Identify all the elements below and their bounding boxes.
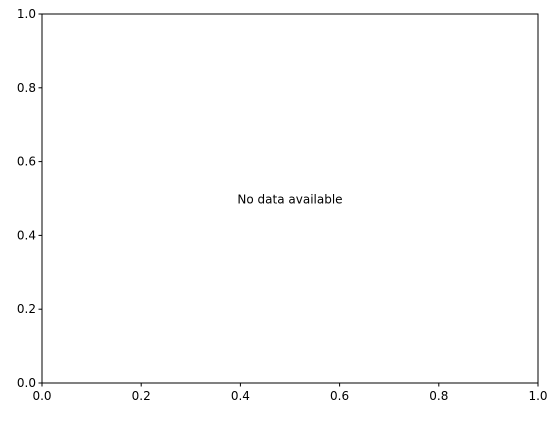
- y-tick-label: 0.8: [17, 81, 36, 95]
- x-tick-label: 1.0: [528, 389, 547, 403]
- y-axis-ticks: 0.0 0.2 0.4 0.6 0.8 1.0: [17, 7, 42, 390]
- y-tick-label: 0.0: [17, 376, 36, 390]
- x-tick-label: 0.4: [231, 389, 250, 403]
- plot-area: [41, 13, 539, 384]
- x-axis-ticks: 0.0 0.2 0.4 0.6 0.8 1.0: [32, 383, 548, 403]
- x-tick-label: 0.2: [132, 389, 151, 403]
- x-tick-label: 0.8: [429, 389, 448, 403]
- y-tick-label: 0.4: [17, 228, 36, 242]
- x-tick-label: 0.0: [32, 389, 51, 403]
- x-tick-label: 0.6: [330, 389, 349, 403]
- y-tick-label: 1.0: [17, 7, 36, 21]
- y-tick-label: 0.2: [17, 302, 36, 316]
- y-tick-label: 0.6: [17, 155, 36, 169]
- no-data-annotation: No data available: [237, 193, 342, 207]
